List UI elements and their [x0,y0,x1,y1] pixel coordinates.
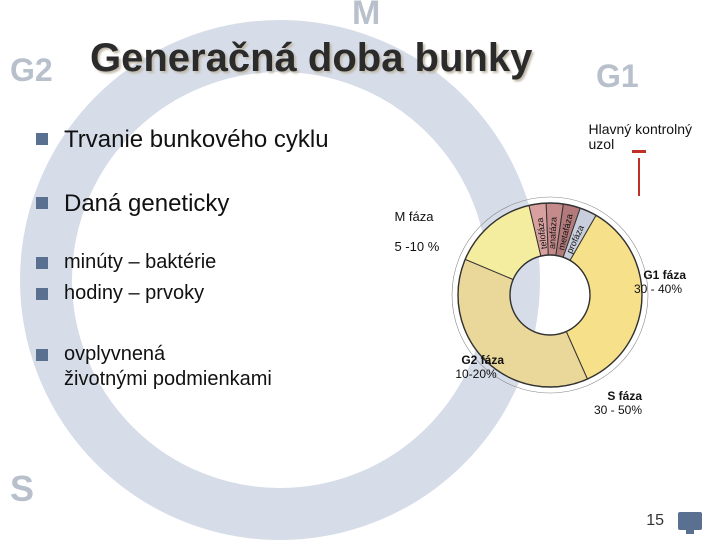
bullet-main-3-line2: životnými podmienkami [64,368,272,390]
bullet-icon [36,197,48,209]
bullet-sub-2: hodiny – prvoky [64,281,204,306]
page-title: Generačná doba bunky [90,36,532,81]
monitor-icon [678,512,702,530]
label-s-phase: S fáza 30 - 50% [594,376,642,431]
background-phase-label: S [10,468,34,510]
bullet-main-3: ovplyvnená životnými podmienkami [64,342,272,392]
checkpoint-label-line2: uzol [589,136,615,152]
label-m-phase-pct: 5 -10 % [394,239,439,254]
checkpoint-label-line1: Hlavný kontrolný [589,121,693,137]
bullet-main-1: Trvanie bunkového cyklu [64,126,329,154]
bullet-main-3-line1: ovplyvnená [64,343,165,365]
label-m-phase: M fáza 5 -10 % [380,195,439,270]
bullet-icon [36,257,48,269]
background-phase-label: G2 [10,52,53,89]
bullet-icon [36,288,48,300]
label-g2-pct: 10-20% [455,367,496,381]
label-s-name: S fáza [607,389,642,403]
bullet-main-2: Daná geneticky [64,190,229,218]
label-g2-name: G2 fáza [461,353,504,367]
label-g1-name: G1 fáza [643,268,686,282]
page-number: 15 [646,512,664,530]
label-g1-pct: 30 - 40% [634,282,682,296]
background-phase-label: M [352,0,380,33]
bullet-icon [36,133,48,145]
label-g2-phase: G2 fáza 10-20% [448,340,504,395]
bullet-list: Trvanie bunkového cyklu Daná geneticky m… [36,126,416,428]
background-phase-label: G1 [596,58,639,95]
pie-ring-outline [510,255,590,335]
bullet-icon [36,349,48,361]
label-g1-phase: G1 fáza 30 - 40% [630,255,686,310]
label-m-phase-name: M fáza [394,209,433,224]
bullet-sub-1: minúty – baktérie [64,250,216,275]
cell-cycle-chart: Hlavný kontrolný uzol M fáza 5 -10 % G1 … [390,140,700,430]
label-s-pct: 30 - 50% [594,403,642,417]
checkpoint-line [638,158,640,196]
checkpoint-label: Hlavný kontrolný uzol [589,122,693,153]
